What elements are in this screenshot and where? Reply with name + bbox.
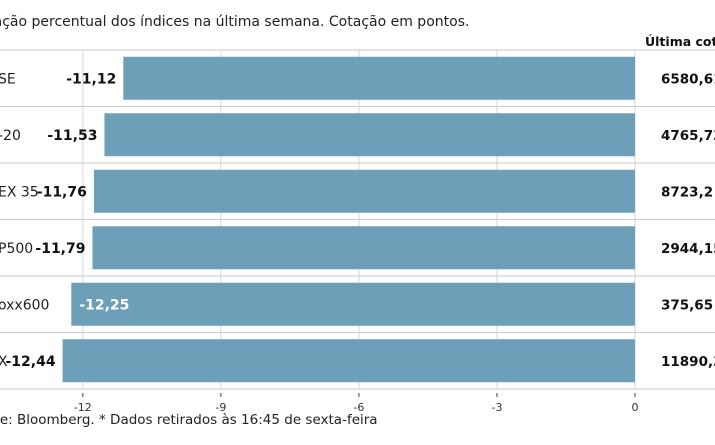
chart-subtitle: riação percentual dos índices na última … (0, 14, 470, 30)
category-label: -20 (0, 128, 21, 144)
last-quote-header: Última cotaç (645, 34, 715, 49)
last-quote: 8723,2 (661, 184, 713, 200)
bar-2 (93, 169, 635, 213)
tick-label: -6 (353, 401, 364, 414)
value-label: -12,25 (79, 297, 129, 313)
bar-3 (92, 226, 635, 270)
last-quote: 6580,61 (661, 71, 715, 87)
bar-0 (123, 56, 635, 100)
value-label: -12,44 (5, 354, 55, 370)
bar-5 (62, 339, 635, 383)
tick-label: -3 (491, 401, 502, 414)
tick-label: -12 (74, 401, 92, 414)
last-quote: 2944,15 (661, 241, 715, 257)
bar-4 (71, 282, 636, 326)
category-label: X (0, 354, 8, 370)
category-label: P500 (0, 241, 33, 257)
value-label: -11,12 (66, 71, 116, 87)
category-label: oxx600 (0, 297, 49, 313)
category-label: EX 35 (0, 184, 39, 200)
chart-footer: nte: Bloomberg. * Dados retirados às 16:… (0, 412, 378, 428)
value-label: -11,76 (37, 184, 87, 200)
last-quote: 4765,73 (661, 128, 715, 144)
value-label: -11,53 (47, 128, 97, 144)
bar-1 (104, 113, 636, 157)
category-label: SE (0, 71, 16, 87)
last-quote: 375,65 (661, 297, 713, 313)
tick-label: 0 (632, 401, 639, 414)
value-label: -11,79 (35, 241, 85, 257)
tick-label: -9 (215, 401, 226, 414)
last-quote: 11890,35 (661, 354, 715, 370)
